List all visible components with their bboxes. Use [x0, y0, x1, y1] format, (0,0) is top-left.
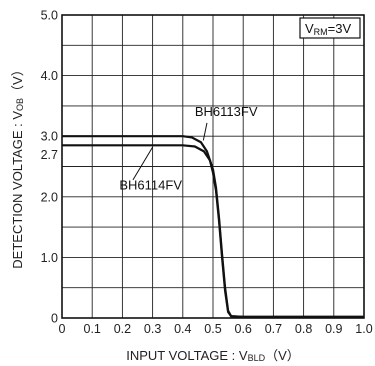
tick-labels: 0 0.1 0.2 0.3 0.4 0.5 0.6 0.7 0.8 0.9 1.0 0 1.0 2.0 2.… — [41, 9, 373, 337]
condition-box: VRM=3V — [299, 17, 361, 39]
x-tick-label: 0.1 — [84, 322, 101, 336]
y-tick-label: 2.0 — [41, 190, 58, 204]
plot-frame — [61, 14, 365, 319]
y-axis-label: DETECTION VOLTAGE : VOB（V） — [10, 63, 25, 268]
x-axis-label: INPUT VOLTAGE : VBLD（V） — [126, 348, 300, 363]
y-tick-label: 3.0 — [41, 130, 58, 144]
x-tick-label: 0.3 — [144, 322, 161, 336]
leader-line — [202, 122, 208, 141]
annotation-bh6114fv: BH6114FV — [119, 178, 182, 193]
y-tick-label: 0 — [51, 312, 58, 326]
y-tick-label: 4.0 — [41, 69, 58, 83]
x-tick-label: 0.6 — [235, 322, 252, 336]
condition-label: VRM=3V — [305, 21, 351, 37]
x-tick-label: 0.4 — [174, 322, 191, 336]
x-tick-label: 0 — [59, 322, 66, 336]
y-tick-label: 5.0 — [41, 9, 58, 23]
x-tick-label: 1.0 — [355, 322, 372, 336]
x-tick-label: 0.5 — [204, 322, 221, 336]
annotations: BH6113FV BH6114FV — [119, 104, 257, 192]
x-tick-label: 0.8 — [295, 322, 312, 336]
x-tick-label: 0.9 — [325, 322, 342, 336]
leader-line — [132, 146, 154, 181]
series-line-bh6114fv — [62, 144, 364, 318]
curves — [62, 135, 364, 318]
y-tick-label: 1.0 — [41, 251, 58, 265]
annotation-bh6113fv: BH6113FV — [195, 104, 258, 119]
x-tick-label: 0.2 — [114, 322, 131, 336]
y-tick-label: 2.7 — [41, 148, 58, 162]
x-tick-label: 0.7 — [265, 322, 282, 336]
